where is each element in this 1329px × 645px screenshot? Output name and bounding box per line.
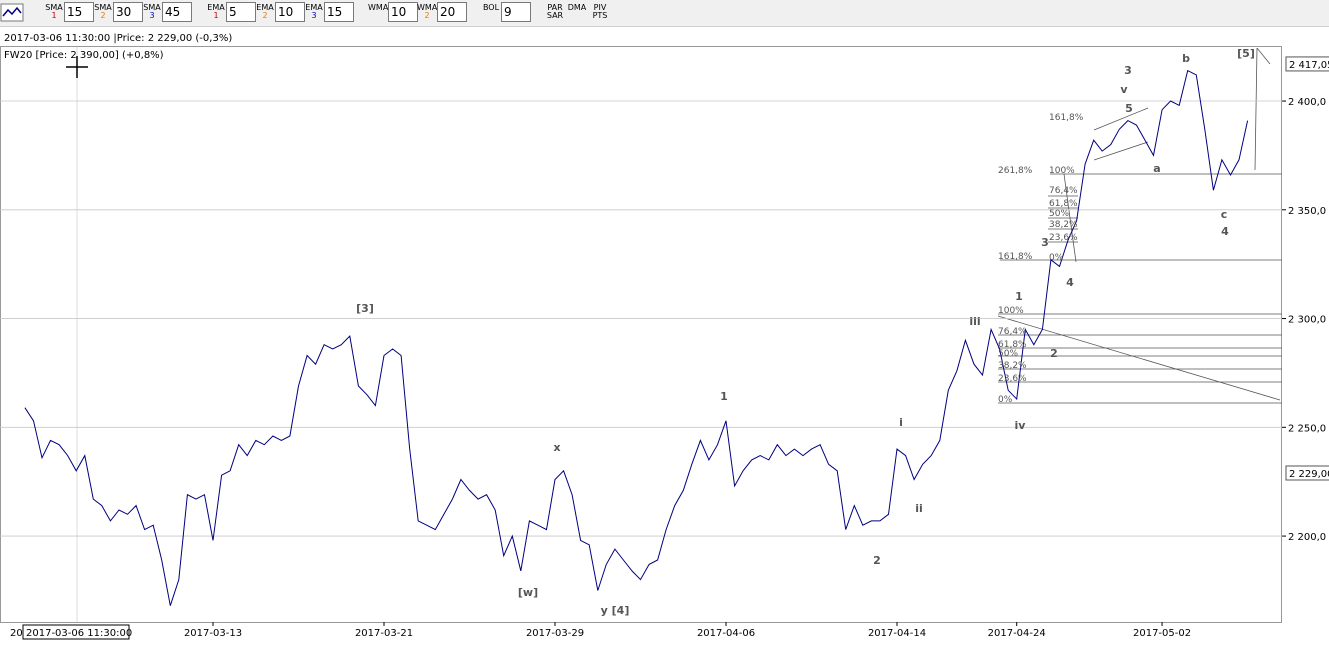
fib-label: 100% (998, 306, 1024, 316)
price-marker-label: 2 229,00 (1289, 469, 1329, 480)
indicator-input[interactable]: 30 (113, 2, 143, 22)
fib-label: 76,4% (998, 327, 1027, 337)
fib-label: 23,6% (998, 374, 1027, 384)
fib-label: 50% (1049, 209, 1069, 219)
fib-label: 161,8% (998, 252, 1033, 262)
indicator-sub: 2 (262, 11, 268, 20)
fib-label: 61,8% (998, 340, 1027, 350)
fib-label: 161,8% (1049, 113, 1084, 123)
indicator-label: SMA (94, 3, 112, 12)
fib-label: 0% (1049, 253, 1064, 263)
indicator-sub: 3 (149, 11, 155, 20)
indicator-sub: PTS (592, 11, 608, 20)
fib-label: 50% (998, 349, 1018, 359)
indicator-sub: 2 (424, 11, 430, 20)
x-tick-label: 20 (10, 628, 23, 639)
fib-label: 38,2% (998, 361, 1027, 371)
x-tick-label: 2017-04-24 (988, 628, 1046, 639)
wave-label: 4 (1066, 276, 1074, 289)
y-tick-label: 2 350,0 (1288, 206, 1326, 217)
fib-label: 261,8% (998, 166, 1033, 176)
y-tick-label: 2 300,0 (1288, 315, 1326, 326)
wave-label: 4 (1221, 225, 1229, 238)
indicator-input[interactable]: 10 (388, 2, 418, 22)
indicator-label: SMA (45, 3, 63, 12)
instrument-info: FW20 [Price: 2 390,00] (+0,8%) (4, 50, 164, 61)
wave-label: [5] (1237, 47, 1255, 60)
indicator-input[interactable]: 20 (437, 2, 467, 22)
fib-label: 23,6% (1049, 233, 1078, 243)
x-tick-label: 2017-03-13 (184, 628, 242, 639)
wave-label: 5 (1125, 102, 1133, 115)
indicator-label: EMA (305, 3, 323, 12)
price-marker-label: 2 417,05 (1289, 60, 1329, 71)
wave-label: i (899, 416, 903, 429)
wave-label: 2 (1050, 347, 1058, 360)
crosshair-box (22, 624, 130, 640)
wave-label: ii (915, 502, 923, 515)
wave-label: 2 (873, 554, 881, 567)
indicator-input[interactable]: 9 (501, 2, 531, 22)
indicator-label: WMA (417, 3, 438, 12)
price-marker (1285, 56, 1329, 72)
cursor-info: 2017-03-06 11:30:00 |Price: 2 229,00 (-0… (4, 33, 233, 44)
y-tick-label: 2 400,0 (1288, 97, 1326, 108)
price-line (24, 69, 1249, 606)
indicator-sub: 2 (100, 11, 106, 20)
y-tick-label: 2 200,0 (1288, 532, 1326, 543)
indicator-input[interactable]: 10 (275, 2, 305, 22)
indicator-sub: SAR (546, 11, 564, 20)
wave-label: 3 (1124, 64, 1132, 77)
wave-label: 3 (1041, 236, 1049, 249)
wave-label: y [4] (601, 604, 630, 617)
wave-label: [3] (356, 302, 374, 315)
wave-label: x (553, 441, 560, 454)
indicator-sub: 3 (311, 11, 317, 20)
fib-label: 0% (998, 395, 1013, 405)
indicator-label: EMA (256, 3, 274, 12)
fib-label: 76,4% (1049, 186, 1078, 196)
indicator-sub: 1 (51, 11, 57, 20)
indicator-label: BOL (482, 3, 500, 12)
indicator-label: SMA (143, 3, 161, 12)
indicator-input[interactable]: 5 (226, 2, 256, 22)
wave-label: b (1182, 52, 1190, 65)
wave-label: [w] (518, 586, 538, 599)
fib-label: 61,8% (1049, 199, 1078, 209)
price-marker (1285, 465, 1329, 481)
indicator-label: WMA (368, 3, 389, 12)
x-tick-label: 2017-03-21 (355, 628, 413, 639)
wave-label: a (1153, 162, 1160, 175)
plot-frame (0, 46, 1282, 623)
wave-label: v (1120, 83, 1128, 96)
y-tick-label: 2 250,0 (1288, 423, 1326, 434)
wave-label: c (1221, 208, 1228, 221)
indicator-input[interactable]: 45 (162, 2, 192, 22)
x-tick-label: 2017-04-14 (868, 628, 926, 639)
fibonacci-lines (997, 47, 1282, 404)
chart-type-icon[interactable] (0, 1, 26, 25)
toolbar: SMA 1 15 SMA 2 30 SMA 3 45 EMA 1 5 EMA 2 10 EMA 3 15 WMA 10… (0, 0, 1329, 27)
wave-label: iii (969, 315, 980, 328)
indicator-input[interactable]: 15 (324, 2, 354, 22)
indicator-label: PIV (593, 3, 607, 12)
indicator-label: PAR (547, 3, 563, 12)
indicator-input[interactable]: 15 (64, 2, 94, 22)
wave-label: 1 (720, 390, 728, 403)
crosshair-label: 2017-03-06 11:30:00 (26, 628, 132, 639)
indicator-label: DMA (567, 3, 587, 12)
fib-label: 38,2% (1049, 220, 1078, 230)
chart: 2 200,0 2 250,0 2 300,0 2 350,0 2 400,0 2017-… (0, 46, 1329, 640)
x-tick-label: 2017-03-29 (526, 628, 584, 639)
wave-label: 1 (1015, 290, 1023, 303)
x-tick-label: 2017-04-06 (697, 628, 755, 639)
x-tick-label: 2017-05-02 (1133, 628, 1191, 639)
wave-label: iv (1015, 419, 1027, 432)
fib-label: 100% (1049, 166, 1075, 176)
indicator-sub: 1 (213, 11, 219, 20)
indicator-label: EMA (207, 3, 225, 12)
